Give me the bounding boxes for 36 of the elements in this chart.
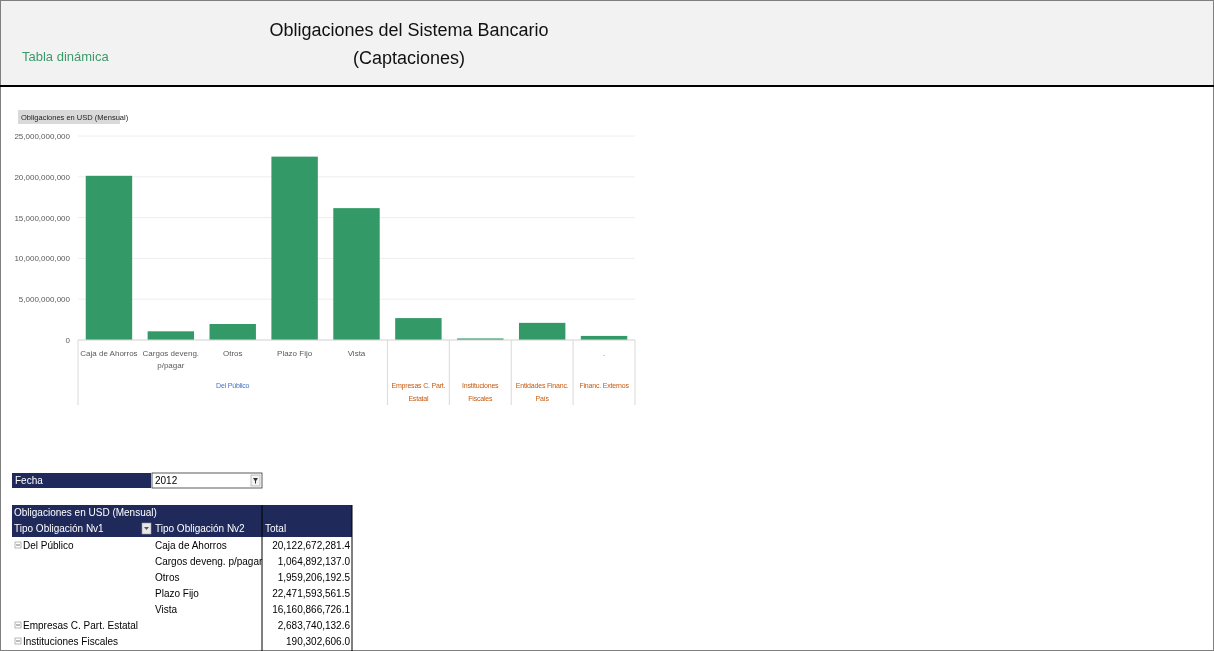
category-label: Vista [155, 604, 178, 615]
text: 190,302,606.0 [286, 636, 351, 647]
text: Obligaciones en USD (Mensual) [14, 507, 157, 518]
chart-subtitle: (Captaciones) [352, 48, 466, 68]
category-label: Plazo Fijo [155, 588, 199, 599]
y-tick-label: 5,000,000,000 [18, 295, 71, 305]
text: 1,959,206,192.5 [277, 572, 351, 583]
y-tick-label: 10,000,000,000 [14, 254, 71, 264]
text: Total [265, 523, 287, 534]
text: Tipo Obligación Nv2 [155, 523, 246, 534]
text: Instituciones Fiscales [23, 636, 119, 647]
x-tick-label: Vista [347, 349, 366, 358]
y-tick-label: 0 [65, 336, 71, 345]
text: 20,122,672,281.4 [272, 540, 351, 551]
x-tick-label: Caja de Ahorros [80, 349, 138, 358]
x-tick-label: . [602, 349, 606, 358]
category-label: Caja de Ahorros [155, 540, 227, 551]
category-label: Otros [155, 572, 180, 583]
text: 22,471,593,561.5 [272, 588, 351, 599]
text: 2,683,740,132.6 [277, 620, 351, 631]
x-tick-label: Otros [222, 349, 243, 358]
x-tick-label: Cargos deveng. p/pagar [142, 349, 200, 370]
y-tick-label: 20,000,000,000 [14, 172, 71, 182]
category-label: Cargos deveng. p/pagar [155, 556, 263, 567]
text: Empresas C. Part. Estatal [23, 620, 139, 631]
x-tick-label: Plazo Fijo [277, 349, 313, 358]
y-tick-label: 25,000,000,000 [14, 132, 71, 141]
y-tick-label: 15,000,000,000 [14, 213, 71, 223]
text: Tipo Obligación Nv1 [14, 523, 105, 534]
text: 1,064,892,137.0 [277, 556, 351, 567]
text: Del Público [23, 540, 74, 551]
text: 2012 [155, 475, 178, 486]
chart-title: Obligaciones del Sistema Bancario [269, 20, 549, 40]
text: Tabla dinámica [22, 49, 110, 64]
text: Fecha [15, 475, 44, 486]
text: 16,160,866,726.1 [272, 604, 351, 615]
